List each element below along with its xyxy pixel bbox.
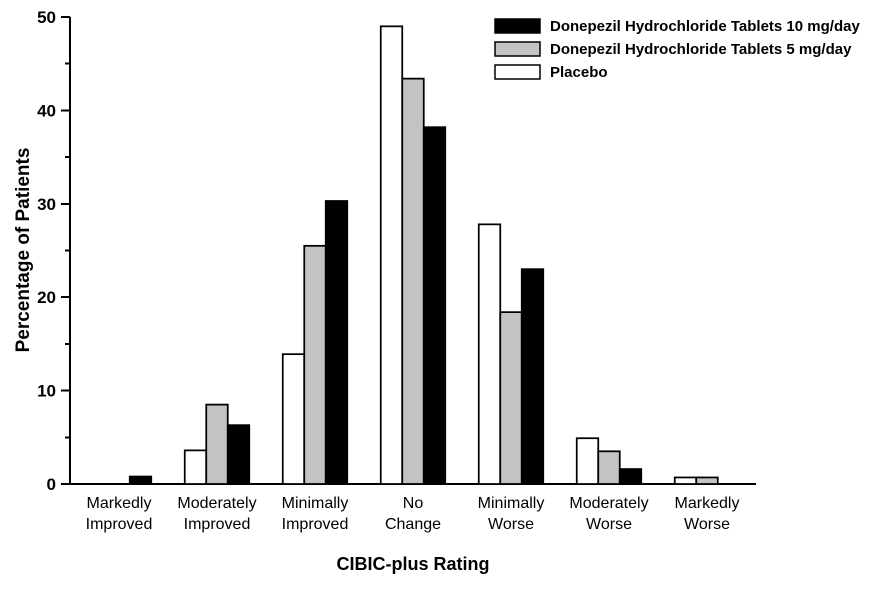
- bar: [128, 475, 153, 485]
- bar: [499, 311, 523, 485]
- legend-swatch-placebo: [494, 64, 541, 80]
- y-tick-label: 20: [37, 288, 56, 307]
- legend-item: Placebo: [494, 64, 608, 81]
- bar: [401, 77, 425, 485]
- bar: [618, 468, 643, 485]
- bar: [477, 223, 502, 485]
- bar: [520, 268, 545, 485]
- x-category-label: Minimally Worse: [478, 495, 545, 533]
- y-tick-label: 30: [37, 195, 56, 214]
- bar: [597, 450, 621, 485]
- y-tick-label: 10: [37, 382, 56, 401]
- legend-label-placebo: Placebo: [550, 64, 608, 81]
- y-axis-ticks: 0 10 20 30 40 50: [37, 8, 70, 494]
- legend-label-5mg: Donepezil Hydrochloride Tablets 5 mg/day: [550, 41, 852, 58]
- legend-swatch-10mg: [494, 18, 541, 34]
- x-axis-title: CIBIC-plus Rating: [337, 554, 490, 574]
- x-category-label: Moderately Improved: [177, 495, 256, 533]
- x-category-label: No Change: [385, 495, 441, 533]
- legend-swatch-5mg: [494, 41, 541, 57]
- y-tick-label: 40: [37, 101, 56, 120]
- bar: [695, 476, 719, 485]
- x-category-label: Moderately Worse: [569, 495, 648, 533]
- x-category-labels: Markedly Improved Moderately Improved Minima…: [86, 495, 740, 533]
- y-tick-label: 0: [47, 475, 56, 494]
- bar: [205, 403, 229, 485]
- bar: [575, 437, 600, 485]
- x-category-label: Minimally Improved: [282, 495, 349, 533]
- bar: [226, 424, 251, 485]
- x-category-label: Markedly Improved: [86, 495, 153, 533]
- bar: [324, 200, 349, 485]
- bar: [303, 244, 327, 485]
- x-category-label: Markedly Worse: [675, 495, 740, 533]
- bar: [183, 449, 208, 485]
- y-tick-label: 50: [37, 8, 56, 27]
- bar: [281, 353, 306, 485]
- bar: [379, 25, 404, 485]
- legend-item: Donepezil Hydrochloride Tablets 5 mg/day: [494, 41, 852, 58]
- legend-label-10mg: Donepezil Hydrochloride Tablets 10 mg/da…: [550, 18, 860, 35]
- y-axis-title: Percentage of Patients: [13, 148, 34, 353]
- bar: [673, 476, 698, 485]
- bars-group: [128, 25, 719, 485]
- bar: [422, 126, 447, 485]
- legend: Donepezil Hydrochloride Tablets 10 mg/da…: [494, 18, 860, 81]
- legend-item: Donepezil Hydrochloride Tablets 10 mg/da…: [494, 18, 860, 35]
